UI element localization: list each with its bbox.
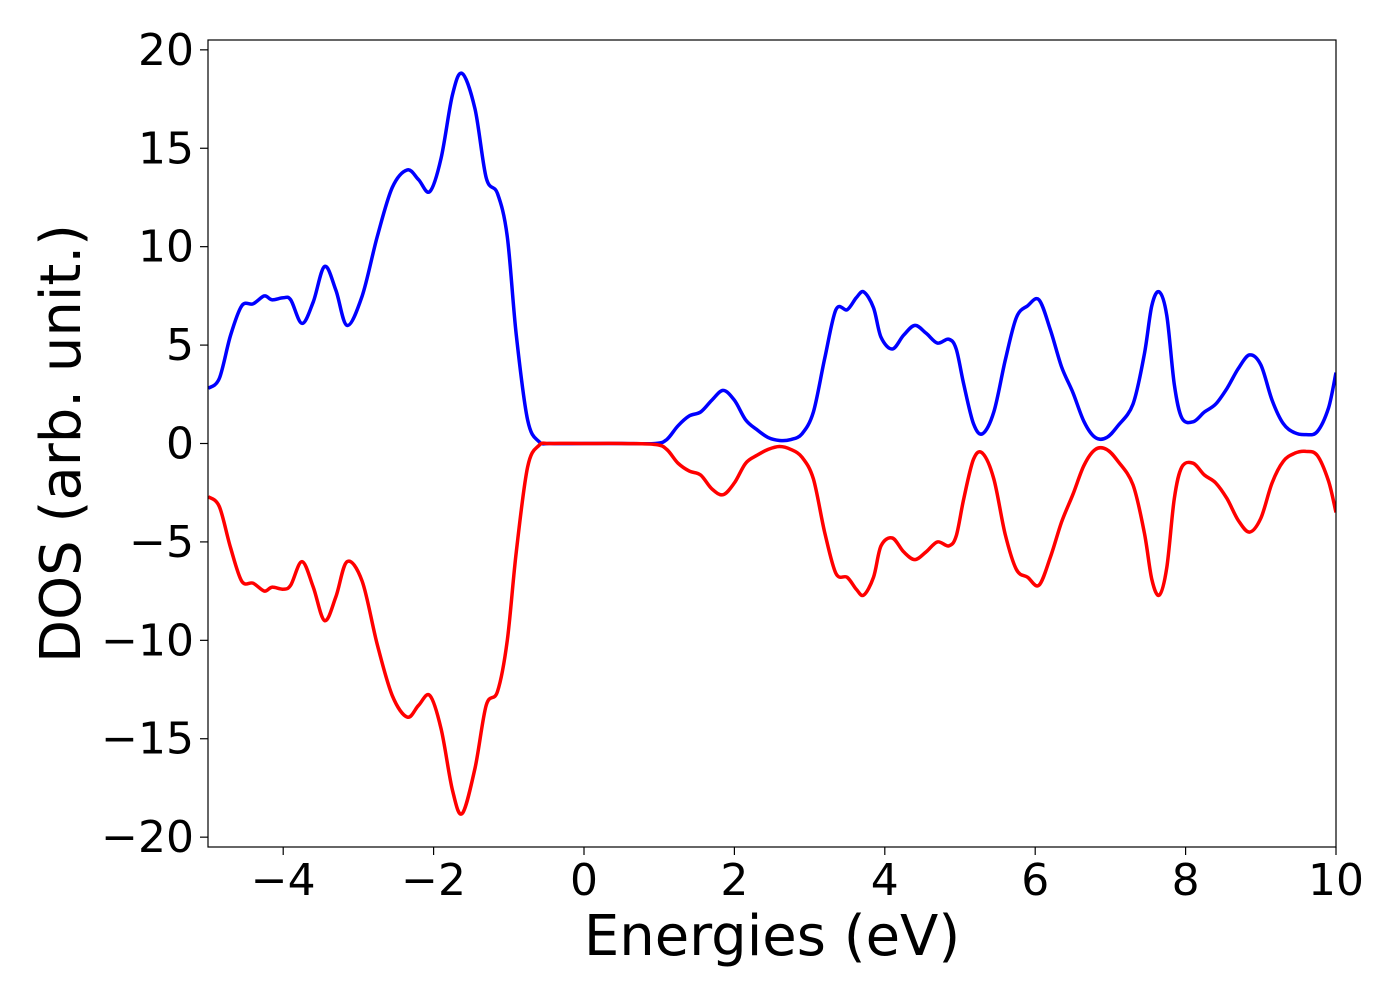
x-tick-label: 8 [1172,855,1200,906]
x-tick-label: 4 [871,855,899,906]
y-tick-label: 15 [138,123,194,174]
y-tick-label: 0 [166,419,194,470]
x-tick-label: 0 [570,855,598,906]
series-line-blue [208,71,1336,446]
x-tick-label: 2 [720,855,748,906]
x-tick-label: 10 [1308,855,1364,906]
x-tick-label: −4 [251,855,316,906]
x-tick-label: −2 [401,855,466,906]
y-tick-label: −15 [101,714,194,765]
plot-frame [207,39,1337,848]
y-tick-label: −20 [101,812,194,863]
y-tick-label: 5 [166,320,194,371]
y-tick-label: 20 [138,25,194,76]
y-axis-ticks: −20 −15 −10 −5 0 5 10 15 20 [101,25,208,863]
y-tick-label: −10 [101,615,194,666]
x-tick-label: 6 [1021,855,1049,906]
series-layer [208,71,1336,816]
y-tick-label: −5 [129,517,194,568]
x-axis-title: Energies (eV) [584,904,960,969]
series-line-red [208,441,1336,816]
y-tick-label: 10 [138,222,194,273]
y-axis-title: DOS (arb. unit.) [29,224,94,663]
x-axis-ticks: −4 −2 0 2 4 6 8 10 [251,847,1364,906]
